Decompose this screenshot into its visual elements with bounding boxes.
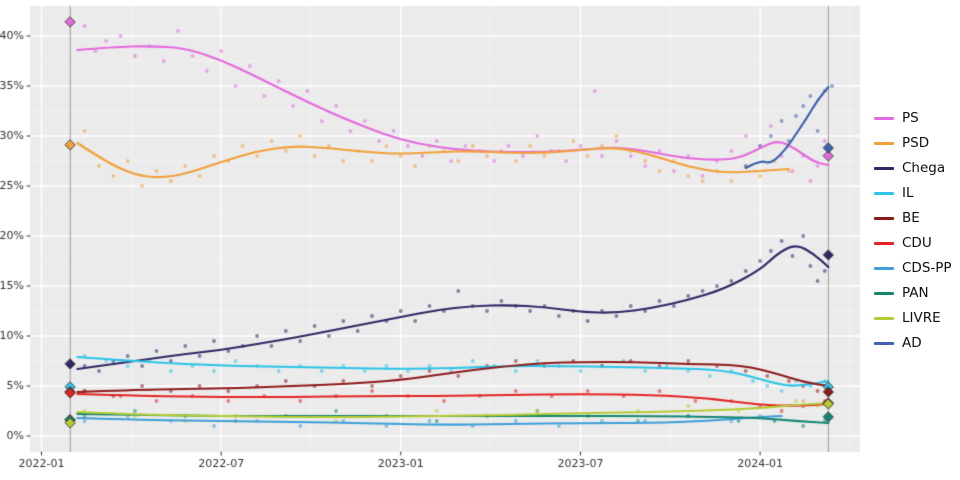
legend-item-ad: AD (874, 335, 952, 351)
legend: PS PSD Chega IL BE CDU CDS-PP PAN LIVRE AD (874, 110, 952, 351)
legend-swatch-be (874, 216, 894, 220)
legend-label: CDU (902, 235, 932, 251)
legend-label: PS (902, 110, 919, 126)
legend-label: PAN (902, 285, 929, 301)
legend-swatch-chega (874, 166, 894, 170)
legend-swatch-il (874, 191, 894, 195)
legend-swatch-ad (874, 341, 894, 345)
legend-label: PSD (902, 135, 930, 151)
legend-item-psd: PSD (874, 135, 952, 151)
legend-swatch-livre (874, 316, 894, 320)
legend-swatch-psd (874, 141, 894, 145)
legend-swatch-ps (874, 116, 894, 120)
legend-item-cds-pp: CDS-PP (874, 260, 952, 276)
legend-label: AD (902, 335, 922, 351)
legend-item-be: BE (874, 210, 952, 226)
legend-item-pan: PAN (874, 285, 952, 301)
legend-item-livre: LIVRE (874, 310, 952, 326)
legend-item-cdu: CDU (874, 235, 952, 251)
legend-item-il: IL (874, 185, 952, 201)
legend-label: Chega (902, 160, 946, 176)
legend-label: BE (902, 210, 920, 226)
legend-swatch-cds-pp (874, 266, 894, 270)
legend-swatch-pan (874, 291, 894, 295)
legend-label: LIVRE (902, 310, 941, 326)
legend-item-ps: PS (874, 110, 952, 126)
legend-swatch-cdu (874, 241, 894, 245)
legend-label: CDS-PP (902, 260, 952, 276)
legend-item-chega: Chega (874, 160, 952, 176)
legend-label: IL (902, 185, 914, 201)
